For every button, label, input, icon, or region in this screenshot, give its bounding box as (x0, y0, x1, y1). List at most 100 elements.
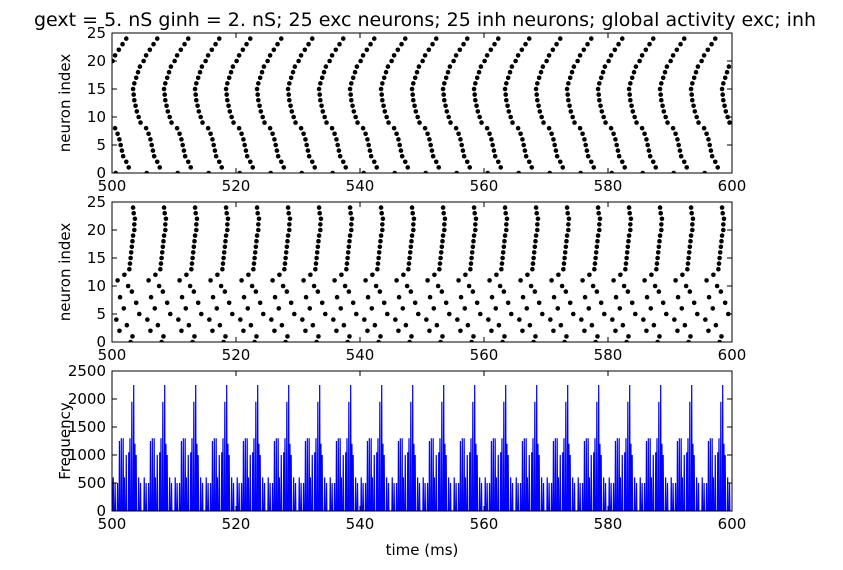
inh-raster-spike (597, 222, 602, 227)
exc-raster-spike (172, 58, 177, 64)
exc-raster-spike (482, 58, 487, 64)
inh-raster-spike (722, 300, 728, 306)
exc-raster-spike (596, 92, 601, 97)
exc-raster-spike (585, 153, 591, 159)
exc-raster-spike (453, 125, 459, 131)
inh-raster-spike (446, 311, 452, 317)
inh-raster-spike (442, 227, 447, 233)
inh-raster-spike (689, 210, 694, 216)
exc-raster-spike (458, 137, 463, 142)
exc-raster-spike (461, 41, 466, 47)
exc-raster-spike (447, 64, 453, 69)
exc-raster-spike (454, 170, 460, 173)
exc-raster-spike (639, 53, 645, 58)
exc-raster-spike (677, 148, 683, 153)
inh-raster-spike (338, 306, 344, 311)
exc-raster-spike (464, 36, 470, 41)
inh-raster-spike (272, 328, 277, 334)
inh-raster-spike (229, 311, 235, 317)
exc-raster-spike (665, 120, 670, 125)
exc-raster-spike (632, 114, 637, 120)
inh-raster-spike (473, 222, 478, 227)
exc-raster-spike (296, 58, 301, 64)
inh-raster-frame (111, 201, 733, 343)
exc-raster-spike (637, 58, 642, 64)
inh-raster-spike (437, 266, 442, 272)
inh-raster-spike (316, 238, 321, 244)
inh-raster-spike (146, 278, 151, 283)
exc-raster-spike (396, 137, 401, 142)
inh-raster-spike (439, 244, 445, 250)
exc-raster-spike (657, 86, 663, 92)
inh-raster-spike (530, 266, 535, 272)
inh-raster-spike (404, 283, 410, 289)
inh-raster-spike (253, 289, 259, 294)
exc-raster-spike (461, 153, 467, 159)
exc-raster-spike (174, 53, 180, 58)
activity-xlabel: time (ms) (386, 541, 459, 559)
inh-raster-spike (220, 266, 225, 272)
exc-raster-spike (151, 153, 157, 159)
inh-raster-spike (127, 261, 133, 266)
inh-raster-spike (396, 328, 401, 334)
exc-raster-spike (268, 170, 274, 173)
exc-raster-spike (671, 170, 677, 173)
inh-raster-spike (559, 283, 565, 289)
inh-raster-spike (721, 227, 726, 233)
inh-raster-spike (621, 283, 627, 289)
exc-raster-spike (567, 75, 573, 81)
inh-raster-spike (167, 311, 173, 317)
exc-raster-spike (237, 170, 243, 173)
inh-raster-spike (192, 334, 197, 339)
inh-raster-spike (471, 205, 477, 210)
exc-raster-spike (410, 92, 416, 97)
inh-raster-spike (148, 328, 153, 334)
exc-raster-spike (701, 125, 707, 131)
inh-raster-spike (566, 222, 571, 227)
activity-xtick-label: 580 (594, 515, 623, 533)
exc-raster-spike (535, 97, 540, 103)
exc-raster-spike (459, 142, 464, 148)
inh-raster-spike (369, 306, 375, 311)
exc-raster-spike (451, 58, 456, 64)
exc-raster-spike (578, 170, 584, 173)
inh-raster-xtick-label: 600 (718, 346, 747, 364)
inh-raster-spike (393, 317, 398, 322)
inh-raster-spike (502, 334, 507, 339)
inh-raster-spike (411, 222, 416, 227)
exc-raster-spike (157, 165, 163, 170)
exc-raster-spike (415, 114, 420, 120)
inh-raster-spike (458, 294, 464, 300)
inh-raster-spike (291, 311, 297, 317)
inh-raster-spike (376, 339, 381, 342)
inh-raster-spike (301, 278, 306, 283)
activity-xtick-label: 540 (346, 515, 375, 533)
exc-raster-spike (319, 103, 324, 109)
exc-raster-spike (662, 69, 668, 75)
exc-raster-spike (349, 81, 354, 86)
exc-raster-spike (723, 109, 729, 114)
inh-raster-spike (562, 250, 568, 255)
inh-raster-spike (427, 328, 432, 334)
exc-raster-spike (164, 75, 170, 81)
inh-raster-spike (191, 289, 197, 294)
exc-raster-spike (619, 159, 625, 165)
inh-raster-spike (468, 261, 474, 266)
exc-raster-spike (609, 170, 615, 173)
inh-raster-spike (156, 283, 162, 289)
exc-raster-spike (177, 131, 182, 137)
inh-raster-spike (342, 283, 348, 289)
inh-raster-spike (283, 255, 288, 261)
exc-raster-spike (719, 86, 725, 92)
exc-raster-spike (690, 97, 695, 103)
exc-raster-spike (582, 137, 587, 142)
activity-xtick-label: 500 (98, 515, 127, 533)
exc-raster-spike (477, 114, 482, 120)
inh-raster-spike (179, 328, 184, 334)
inh-raster-spike (533, 334, 538, 339)
exc-raster-spike (633, 64, 639, 69)
inh-raster-spike (531, 250, 537, 255)
exc-raster-spike (516, 170, 522, 173)
inh-raster-spike (349, 216, 355, 222)
exc-raster-spike (226, 75, 232, 81)
